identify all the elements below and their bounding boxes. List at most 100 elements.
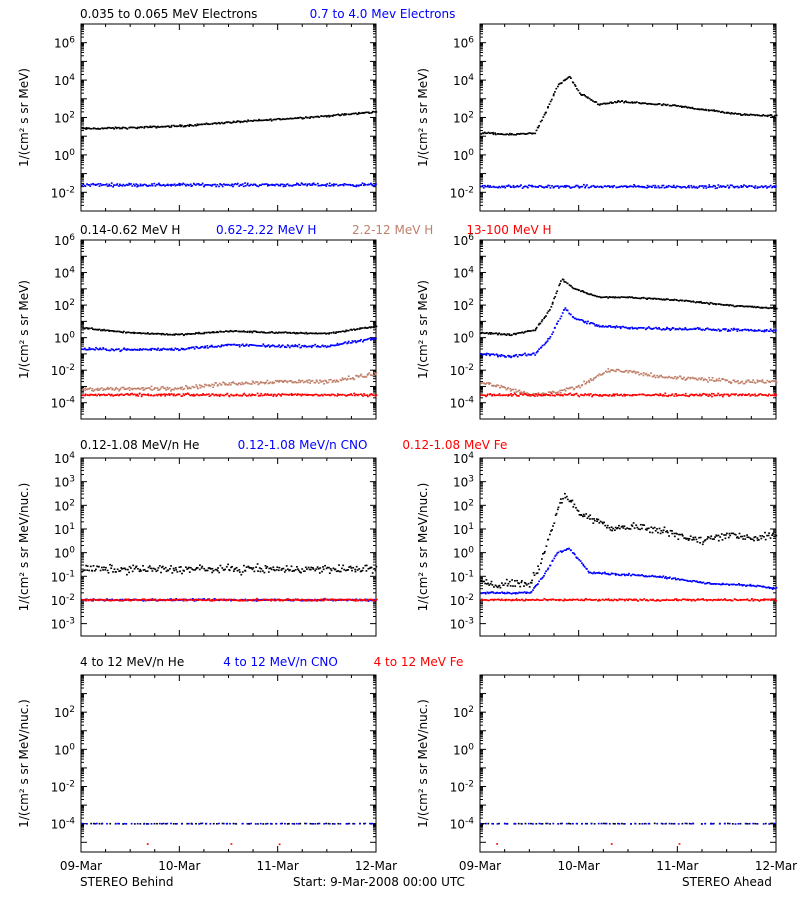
data-point [524, 353, 526, 355]
data-point [645, 373, 647, 375]
data-point [768, 307, 770, 309]
data-point [185, 566, 187, 568]
data-point [538, 348, 540, 350]
data-point [151, 389, 153, 391]
data-point [164, 334, 166, 336]
data-point [578, 290, 580, 292]
data-point [101, 567, 103, 569]
data-point [360, 184, 362, 186]
data-point [584, 292, 586, 294]
data-point [653, 328, 655, 330]
data-point [114, 599, 116, 601]
data-point [534, 354, 536, 356]
data-point [93, 565, 95, 567]
data-point [507, 333, 509, 335]
data-point [775, 329, 777, 331]
y-tick-label: 106 [453, 36, 474, 51]
data-point [590, 393, 592, 395]
data-point [135, 332, 137, 334]
data-point [274, 600, 276, 602]
data-point [151, 348, 153, 350]
data-point [555, 88, 557, 90]
data-point [376, 326, 378, 328]
data-point [357, 569, 359, 571]
data-point [114, 331, 116, 333]
data-point [488, 353, 490, 355]
data-point [627, 372, 629, 374]
data-point [547, 106, 549, 108]
data-point [173, 570, 175, 572]
data-point [539, 323, 541, 325]
data-point [757, 380, 759, 382]
legend-entry: 0.14-0.62 MeV H [80, 223, 180, 237]
data-point [276, 566, 278, 568]
data-point [275, 119, 277, 121]
data-point [254, 383, 256, 385]
data-point [532, 186, 534, 188]
data-point [340, 571, 342, 573]
data-point [366, 112, 368, 114]
data-point [621, 296, 623, 298]
data-point [342, 394, 344, 396]
data-point [319, 380, 321, 382]
data-point [132, 571, 134, 573]
data-point [239, 346, 241, 348]
data-point [266, 566, 268, 568]
data-point [159, 333, 161, 335]
data-point [497, 354, 499, 356]
data-point [234, 183, 236, 185]
data-point [712, 377, 714, 379]
data-point [298, 344, 300, 346]
data-point [247, 183, 249, 185]
data-point [186, 348, 188, 350]
data-point [330, 568, 332, 570]
data-point [592, 379, 594, 381]
data-point [228, 384, 230, 386]
data-point [634, 371, 636, 373]
data-point [290, 185, 292, 187]
data-point [738, 383, 740, 385]
data-point [676, 378, 678, 380]
data-point [236, 567, 238, 569]
data-point [295, 393, 297, 395]
data-point [89, 387, 91, 389]
data-point [518, 395, 520, 397]
data-point [95, 569, 97, 571]
data-point [535, 393, 537, 395]
data-point [300, 380, 302, 382]
data-point [141, 126, 143, 128]
data-point [564, 309, 566, 311]
y-tick-label: 10-2 [450, 185, 474, 200]
data-point [348, 375, 350, 377]
data-point [356, 184, 358, 186]
data-point [283, 186, 285, 188]
data-point [673, 378, 675, 380]
data-point [374, 372, 376, 374]
data-point [673, 327, 675, 329]
data-point [335, 381, 337, 383]
data-point [615, 327, 617, 329]
data-point [215, 186, 217, 188]
data-point [163, 568, 165, 570]
data-point [499, 395, 501, 397]
data-point [529, 394, 531, 396]
data-point [561, 316, 563, 318]
data-point [717, 380, 719, 382]
data-point [203, 386, 205, 388]
data-point [111, 394, 113, 396]
data-point [137, 395, 139, 397]
data-point [651, 186, 653, 188]
data-point [221, 599, 223, 601]
data-point [744, 383, 746, 385]
data-point [278, 570, 280, 572]
data-point [113, 128, 115, 130]
data-point [654, 375, 656, 377]
data-point [367, 396, 369, 398]
series-0-14-0-62-mev-h [82, 325, 377, 336]
data-point [216, 395, 218, 397]
data-point [125, 394, 127, 396]
data-point [354, 569, 356, 571]
data-point [140, 185, 142, 187]
data-point [87, 565, 89, 567]
data-point [734, 329, 736, 331]
